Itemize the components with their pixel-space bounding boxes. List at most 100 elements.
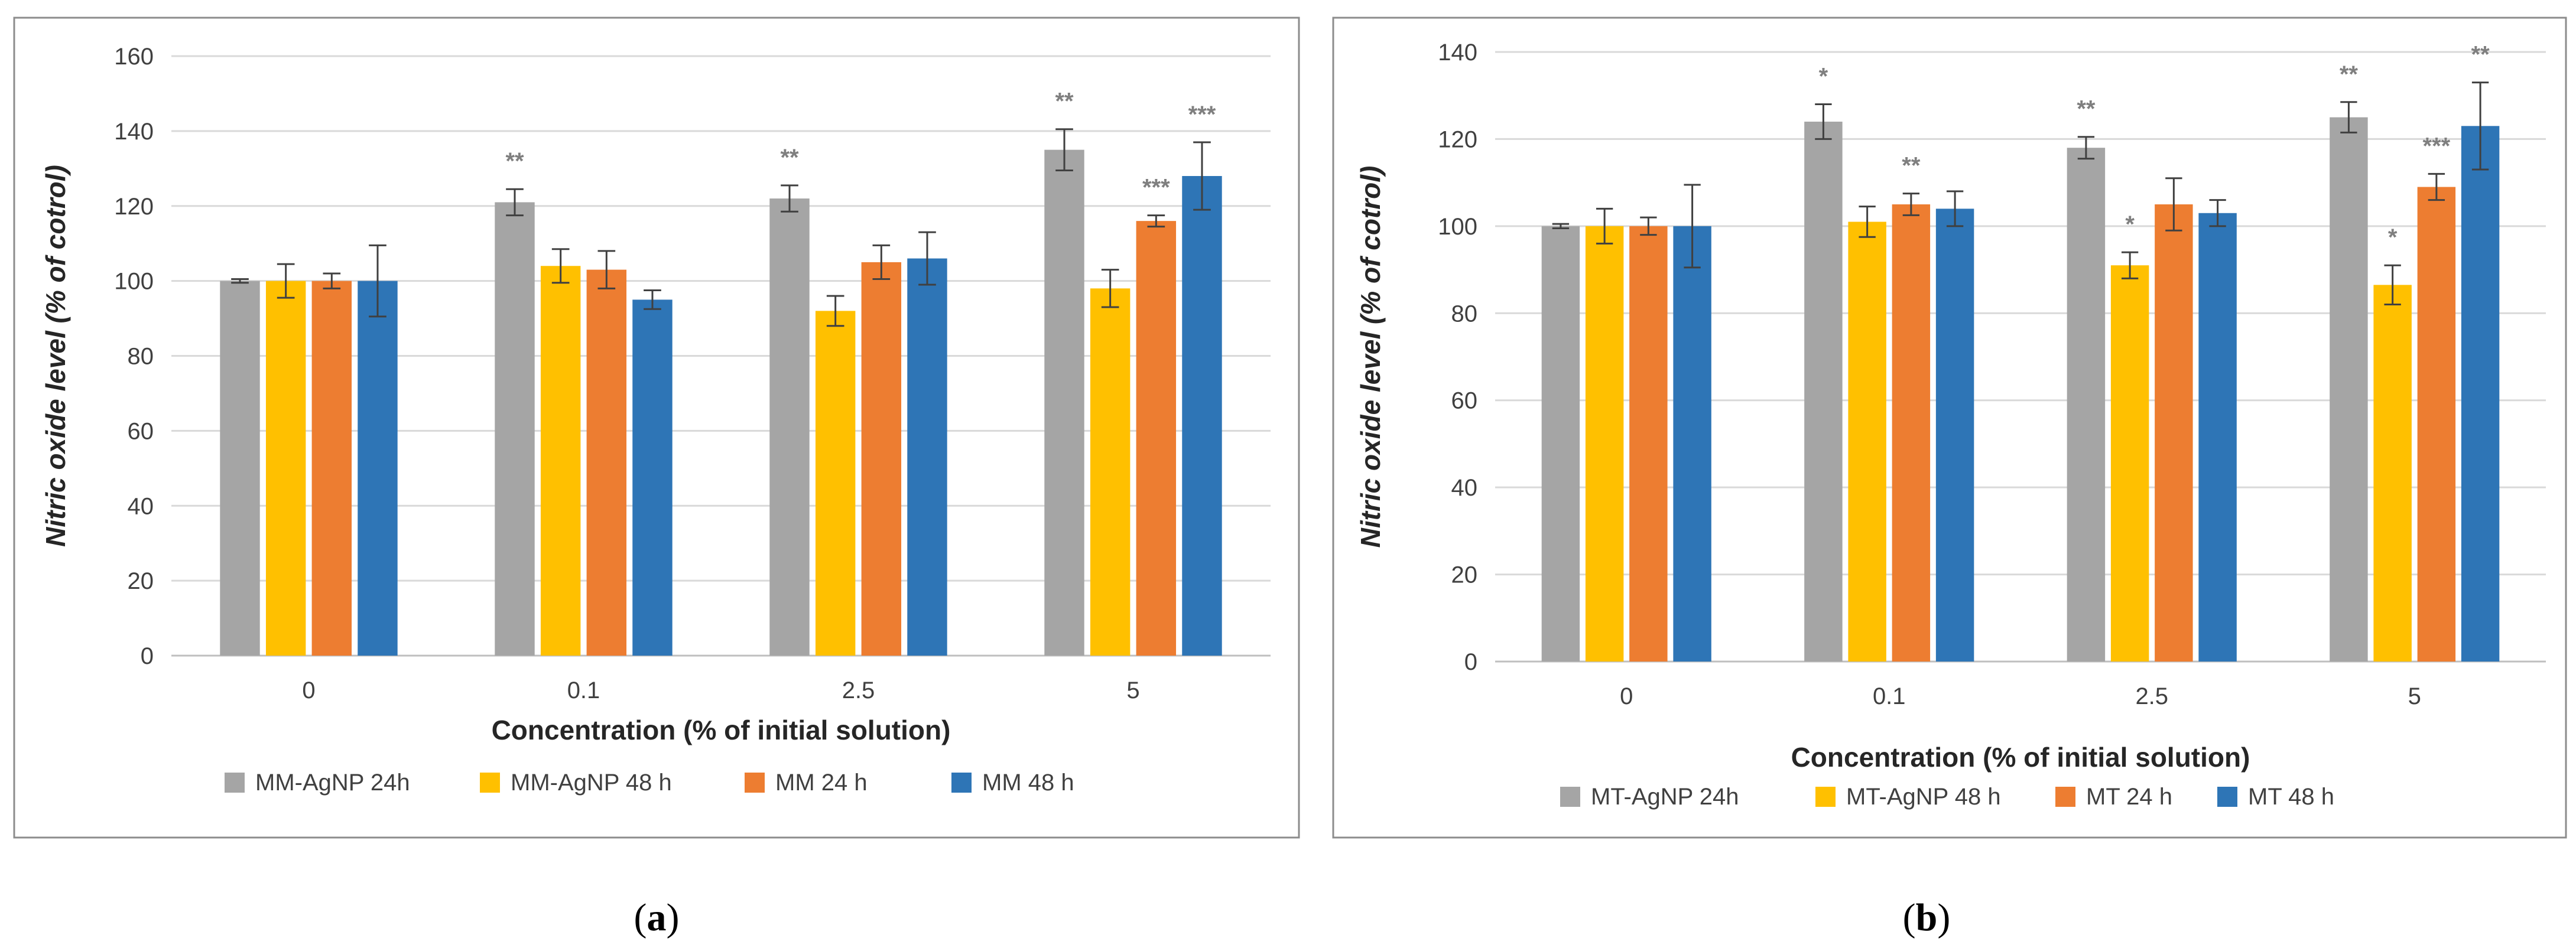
bar — [861, 262, 902, 656]
y-tick-label: 120 — [1438, 126, 1477, 152]
bar — [1804, 121, 1843, 662]
x-tick-label: 0 — [1620, 683, 1633, 709]
y-tick-label: 20 — [128, 568, 154, 594]
y-tick-label: 160 — [114, 44, 154, 70]
legend: MT-AgNP 24h MT-AgNP 48 h MT 24 h MT 48 h — [1560, 784, 2334, 810]
bar — [1848, 221, 1886, 662]
bar — [2417, 187, 2456, 662]
caption-open-paren: ( — [634, 896, 647, 939]
legend-entry: MM 24 h — [775, 770, 868, 796]
bar — [358, 281, 398, 656]
legend-swatch — [1560, 787, 1580, 807]
bar — [1136, 221, 1177, 656]
significance-label: * — [2125, 211, 2135, 237]
significance-label: *** — [1188, 102, 1216, 128]
bar — [1090, 288, 1131, 656]
y-axis-label: Nitric oxide level (% of cotrol) — [1355, 166, 1386, 548]
y-tick-label: 120 — [114, 194, 154, 220]
legend-swatch — [2217, 787, 2237, 807]
significance-label: * — [1819, 63, 1828, 89]
bar — [2330, 117, 2368, 662]
y-tick-label: 0 — [1464, 649, 1477, 675]
y-tick-label: 100 — [114, 269, 154, 295]
x-axis-label: Concentration (% of initial solution) — [1791, 742, 2250, 773]
caption-letter: b — [1916, 896, 1938, 939]
significance-label: ** — [2340, 61, 2359, 87]
y-tick-label: 140 — [1438, 40, 1477, 66]
x-tick-label: 5 — [1126, 677, 1139, 703]
significance-label: ** — [2077, 96, 2096, 122]
legend-swatch — [1815, 787, 1836, 807]
caption-close-paren: ) — [1937, 896, 1950, 939]
bar — [1541, 226, 1580, 662]
y-tick-label: 0 — [141, 643, 154, 669]
x-tick-label: 0.1 — [1873, 683, 1906, 709]
bar — [1935, 209, 1974, 662]
significance-label: ** — [780, 145, 799, 171]
panel-b: 0204060801001201400***0.1***2.5********5… — [1332, 17, 2567, 939]
bar — [495, 202, 535, 656]
y-tick-label: 60 — [128, 418, 154, 444]
bar — [769, 198, 810, 656]
bar — [2110, 265, 2149, 662]
x-axis-label: Concentration (% of initial solution) — [492, 715, 951, 745]
bar — [540, 266, 581, 656]
legend-entry: MM-AgNP 24h — [255, 770, 410, 796]
bar — [265, 281, 306, 656]
bar — [2373, 285, 2412, 662]
legend-swatch — [2055, 787, 2075, 807]
y-tick-label: 140 — [114, 119, 154, 145]
x-tick-label: 0 — [302, 677, 315, 703]
y-tick-label: 80 — [128, 344, 154, 370]
legend-entry: MT-AgNP 24h — [1591, 784, 1739, 810]
legend-swatch — [951, 773, 972, 793]
bar — [1892, 204, 1931, 662]
bar — [1182, 176, 1222, 656]
caption-letter: a — [647, 896, 667, 939]
legend-swatch — [745, 773, 765, 793]
bar — [586, 269, 627, 656]
significance-label: ** — [1055, 89, 1074, 115]
significance-label: ** — [505, 148, 524, 174]
bar — [1585, 226, 1624, 662]
significance-label: ** — [1902, 153, 1921, 179]
y-tick-label: 100 — [1438, 214, 1477, 240]
bar — [2461, 126, 2500, 662]
legend-swatch — [225, 773, 245, 793]
bar — [2067, 148, 2106, 662]
significance-label: * — [2388, 224, 2398, 250]
significance-label: ** — [2471, 42, 2490, 68]
bar — [311, 281, 352, 656]
x-tick-label: 2.5 — [2135, 683, 2168, 709]
bar — [1629, 226, 1668, 662]
bar — [2198, 213, 2237, 662]
panel-a: 0204060801001201401600**0.1**2.5********… — [13, 17, 1300, 939]
y-tick-label: 40 — [1451, 475, 1478, 501]
y-tick-label: 40 — [128, 493, 154, 519]
legend: MM-AgNP 24h MM-AgNP 48 h MM 24 h MM 48 h — [225, 770, 1074, 796]
panel-caption: (a) — [634, 896, 680, 939]
bar — [1044, 149, 1084, 656]
x-tick-label: 5 — [2408, 683, 2421, 709]
y-tick-label: 80 — [1451, 301, 1478, 327]
legend-entry: MT 24 h — [2086, 784, 2172, 810]
legend-swatch — [480, 773, 500, 793]
legend-entry: MT 48 h — [2248, 784, 2334, 810]
significance-label: *** — [1142, 175, 1170, 201]
bar — [632, 299, 673, 656]
bar — [815, 311, 856, 656]
x-tick-label: 2.5 — [842, 677, 875, 703]
y-tick-label: 20 — [1451, 562, 1478, 588]
caption-close-paren: ) — [667, 896, 680, 939]
bar — [1673, 226, 1711, 662]
y-axis-label: Nitric oxide level (% of cotrol) — [40, 165, 71, 547]
y-tick-label: 60 — [1451, 388, 1478, 414]
x-tick-label: 0.1 — [567, 677, 600, 703]
caption-open-paren: ( — [1903, 896, 1916, 939]
legend-entry: MM 48 h — [982, 770, 1074, 796]
legend-entry: MM-AgNP 48 h — [511, 770, 672, 796]
significance-label: *** — [2423, 133, 2451, 159]
panel-caption: (b) — [1903, 896, 1951, 939]
bar — [2155, 204, 2193, 662]
